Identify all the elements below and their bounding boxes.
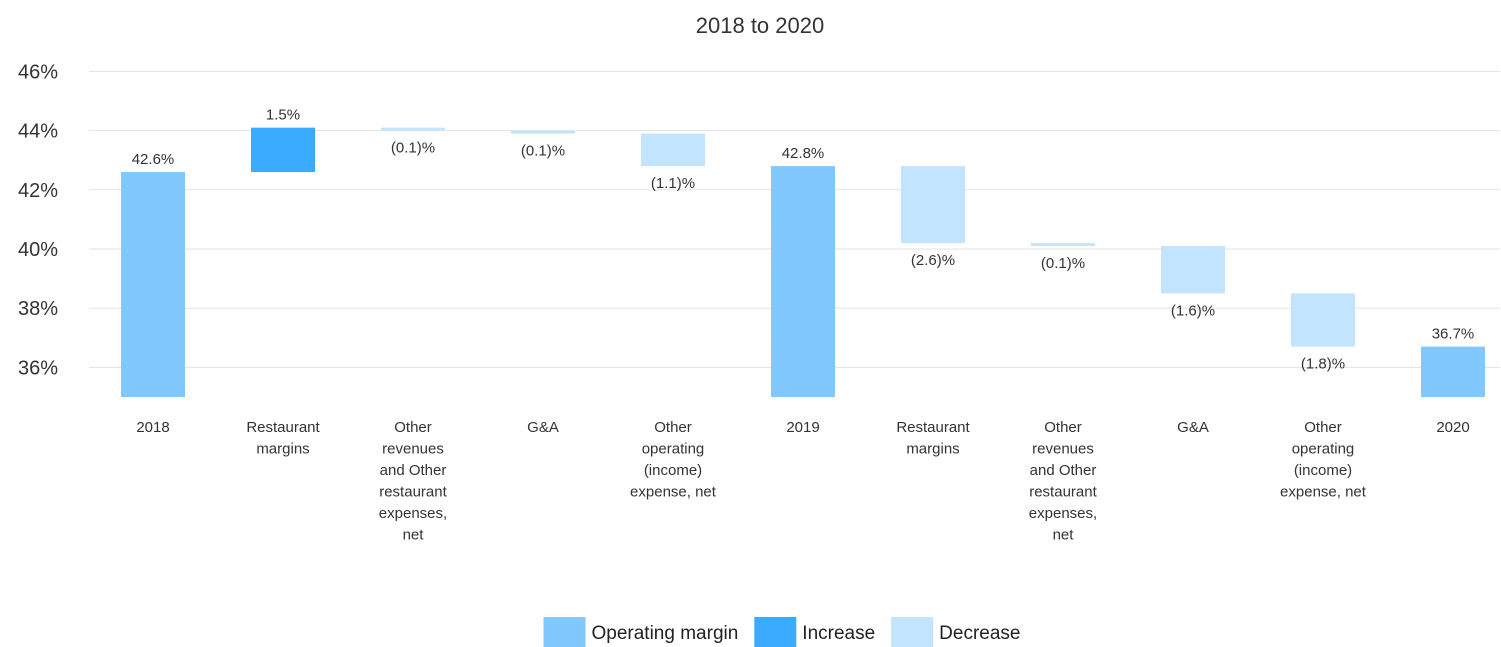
legend-label: Increase — [802, 623, 875, 644]
data-label: 42.8% — [782, 145, 825, 162]
data-label: (0.1)% — [1041, 255, 1085, 272]
legend-swatch — [891, 617, 933, 647]
bar — [1291, 293, 1355, 346]
y-tick-label: 46% — [18, 61, 58, 83]
bars — [121, 128, 1485, 397]
bar — [381, 128, 445, 131]
category-label-line: revenues — [1032, 441, 1094, 458]
category-label-line: restaurant — [379, 484, 447, 501]
category-label: Other operating (income) expense, net — [1280, 419, 1367, 501]
data-label: 36.7% — [1432, 326, 1475, 343]
bar — [771, 166, 835, 397]
category-label-line: operating — [642, 441, 705, 458]
category-label-line: expense, net — [1280, 484, 1367, 501]
y-tick-label: 38% — [18, 298, 58, 320]
legend-swatch — [754, 617, 796, 647]
bar — [1161, 246, 1225, 293]
category-label-line: 2018 — [136, 419, 169, 436]
category-label: 2020 — [1436, 419, 1469, 436]
legend-swatch — [544, 617, 586, 647]
category-label-line: Restaurant — [246, 419, 320, 436]
legend: Operating margin Increase Decrease — [544, 617, 1021, 647]
category-label-line: G&A — [1177, 419, 1209, 436]
data-label: (2.6)% — [911, 252, 955, 269]
bar — [121, 172, 185, 397]
category-label-line: revenues — [382, 441, 444, 458]
chart-title: 2018 to 2020 — [696, 13, 824, 38]
bar — [511, 131, 575, 134]
category-label-line: net — [403, 527, 425, 544]
data-label: (0.1)% — [521, 143, 565, 160]
y-tick-label: 42% — [18, 180, 58, 202]
category-label-line: (income) — [644, 462, 702, 479]
data-label: 42.6% — [132, 151, 175, 168]
legend-label: Operating margin — [592, 623, 739, 644]
category-label: Restaurant margins — [246, 419, 320, 458]
category-label-line: Restaurant — [896, 419, 970, 436]
data-label: 1.5% — [266, 107, 300, 124]
category-label-line: and Other — [380, 462, 447, 479]
category-label: G&A — [1177, 419, 1209, 436]
data-label: (1.6)% — [1171, 302, 1215, 319]
bar — [1421, 347, 1485, 397]
category-label-line: margins — [906, 441, 959, 458]
category-label-line: 2019 — [786, 419, 819, 436]
data-label: (1.1)% — [651, 175, 695, 192]
category-label: Restaurant margins — [896, 419, 970, 458]
category-label-line: margins — [256, 441, 309, 458]
category-label-line: net — [1053, 527, 1075, 544]
category-label-line: restaurant — [1029, 484, 1097, 501]
category-label-line: Other — [1044, 419, 1082, 436]
bar — [641, 134, 705, 167]
category-label-line: G&A — [527, 419, 559, 436]
category-label: Other revenues and Other restaurant expenses… — [379, 419, 448, 544]
y-tick-label: 36% — [18, 357, 58, 379]
category-label-line: expense, net — [630, 484, 717, 501]
category-label: G&A — [527, 419, 559, 436]
data-label: (0.1)% — [391, 140, 435, 157]
category-label-line: 2020 — [1436, 419, 1469, 436]
category-label-line: Other — [1304, 419, 1342, 436]
legend-label: Decrease — [939, 623, 1020, 644]
y-tick-label: 44% — [18, 121, 58, 143]
category-label: 2018 — [136, 419, 169, 436]
data-label: (1.8)% — [1301, 356, 1345, 373]
category-label-line: Other — [654, 419, 692, 436]
category-label: 2019 — [786, 419, 819, 436]
category-label: Other operating (income) expense, net — [630, 419, 717, 501]
bar — [901, 166, 965, 243]
category-label: Other revenues and Other restaurant expenses… — [1029, 419, 1098, 544]
category-label-line: expenses, — [1029, 505, 1097, 522]
category-label-line: operating — [1292, 441, 1355, 458]
category-label-line: (income) — [1294, 462, 1352, 479]
y-axis-ticks: 36% 38% 40% 42% 44% 46% — [18, 61, 58, 379]
category-label-line: and Other — [1030, 462, 1097, 479]
bar — [1031, 243, 1095, 246]
y-tick-label: 40% — [18, 239, 58, 261]
category-label-line: Other — [394, 419, 432, 436]
category-label-line: expenses, — [379, 505, 447, 522]
category-labels: 2018 Restaurant margins Other revenues and Ot… — [136, 419, 1469, 544]
bar — [251, 128, 315, 172]
